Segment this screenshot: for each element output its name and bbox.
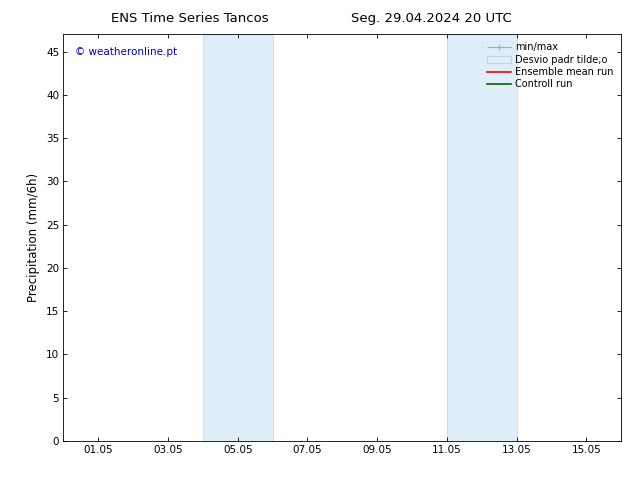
Text: ENS Time Series Tancos: ENS Time Series Tancos — [112, 12, 269, 25]
Y-axis label: Precipitation (mm/6h): Precipitation (mm/6h) — [27, 173, 41, 302]
Legend: min/max, Desvio padr tilde;o, Ensemble mean run, Controll run: min/max, Desvio padr tilde;o, Ensemble m… — [484, 39, 616, 92]
Bar — [447, 34, 517, 441]
Text: Seg. 29.04.2024 20 UTC: Seg. 29.04.2024 20 UTC — [351, 12, 512, 25]
Text: © weatheronline.pt: © weatheronline.pt — [75, 47, 177, 56]
Bar — [203, 34, 273, 441]
